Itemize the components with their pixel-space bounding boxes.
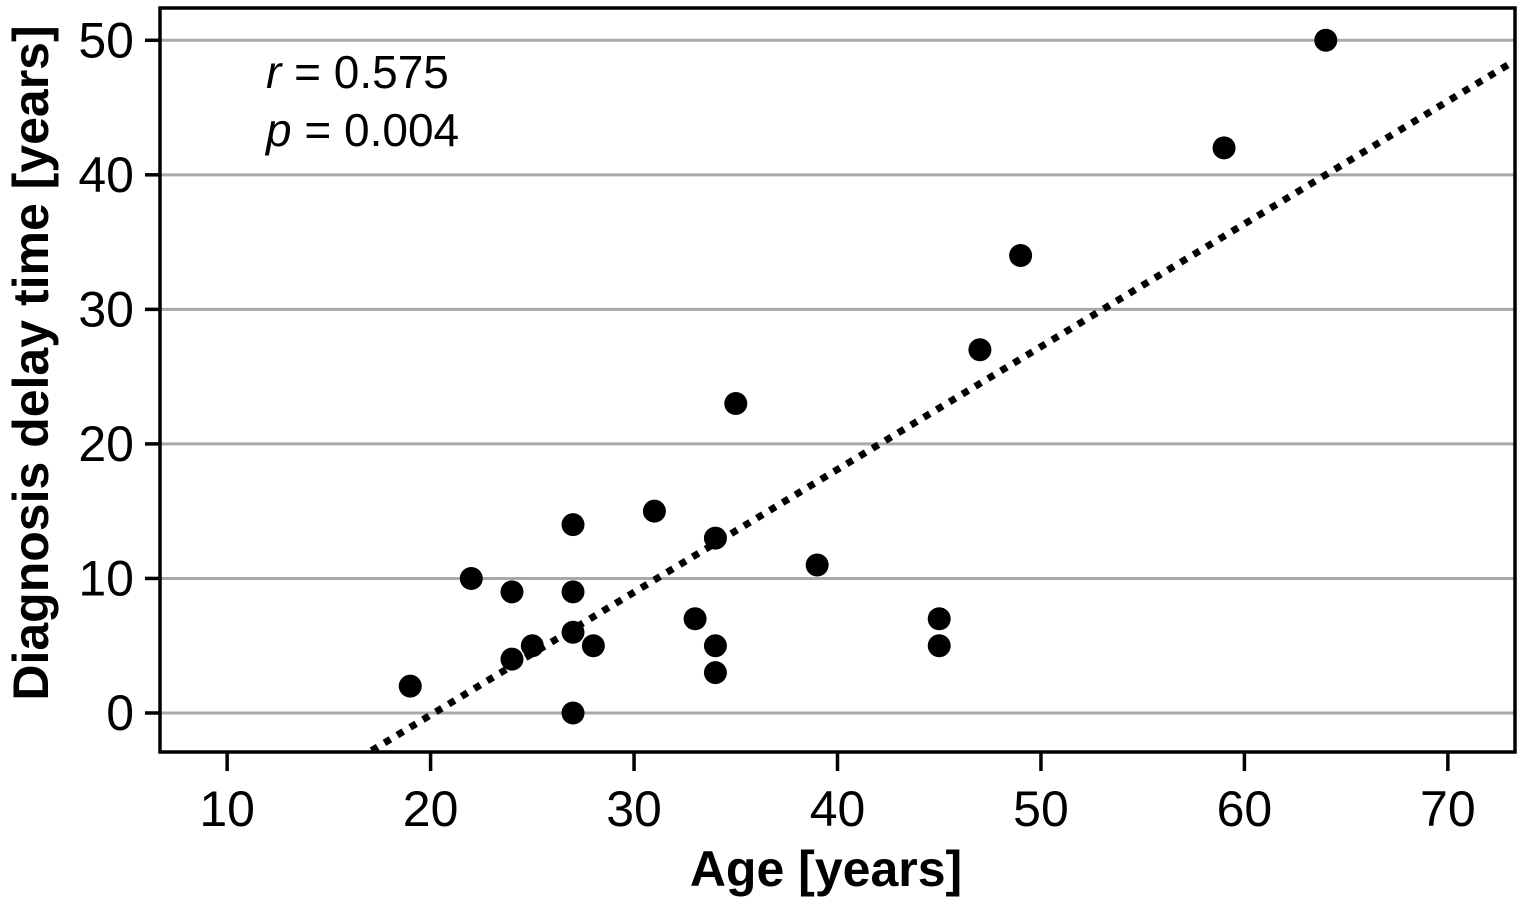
r-value-line: r = 0.575 (266, 43, 459, 101)
stats-annotation: r = 0.575 p = 0.004 (266, 43, 459, 159)
data-point-14 (703, 526, 727, 550)
x-tick-label-40: 40 (810, 781, 866, 837)
p-value-line: p = 0.004 (266, 101, 459, 159)
data-point-2 (500, 647, 524, 671)
data-point-1 (459, 566, 483, 590)
y-axis-title: Diagnosis delay time [years] (3, 25, 59, 701)
data-point-10 (642, 499, 666, 523)
x-tick-label-50: 50 (1013, 781, 1069, 837)
data-point-4 (520, 634, 544, 658)
p-symbol: p (266, 104, 292, 156)
x-axis-title: Age [years] (689, 841, 963, 897)
y-tick-label-50: 50 (78, 12, 134, 68)
x-tick-label-30: 30 (606, 781, 662, 837)
data-point-22 (1314, 28, 1338, 52)
x-tick-label-10: 10 (199, 781, 255, 837)
y-tick-label-10: 10 (78, 550, 134, 606)
y-tick-label-40: 40 (78, 147, 134, 203)
data-point-13 (703, 634, 727, 658)
data-point-7 (561, 580, 585, 604)
x-tick-label-20: 20 (403, 781, 459, 837)
y-tick-label-0: 0 (106, 685, 134, 741)
r-value-text: = 0.575 (294, 46, 449, 98)
data-point-12 (703, 661, 727, 685)
data-point-5 (561, 701, 585, 725)
p-value-text: = 0.004 (304, 104, 460, 156)
data-point-3 (500, 580, 524, 604)
data-point-21 (1212, 136, 1236, 160)
data-point-15 (724, 392, 748, 416)
data-point-18 (927, 607, 951, 631)
x-tick-label-70: 70 (1420, 781, 1476, 837)
data-point-8 (561, 513, 585, 537)
r-symbol: r (266, 46, 282, 98)
y-tick-label-30: 30 (78, 281, 134, 337)
y-tick-label-20: 20 (78, 416, 134, 472)
trend-line (369, 58, 1515, 754)
data-point-11 (683, 607, 707, 631)
data-point-6 (561, 620, 585, 644)
data-point-19 (968, 338, 992, 362)
data-point-20 (1009, 244, 1033, 268)
data-point-0 (398, 674, 422, 698)
data-point-16 (805, 553, 829, 577)
data-point-17 (927, 634, 951, 658)
data-point-9 (581, 634, 605, 658)
x-tick-label-60: 60 (1217, 781, 1273, 837)
